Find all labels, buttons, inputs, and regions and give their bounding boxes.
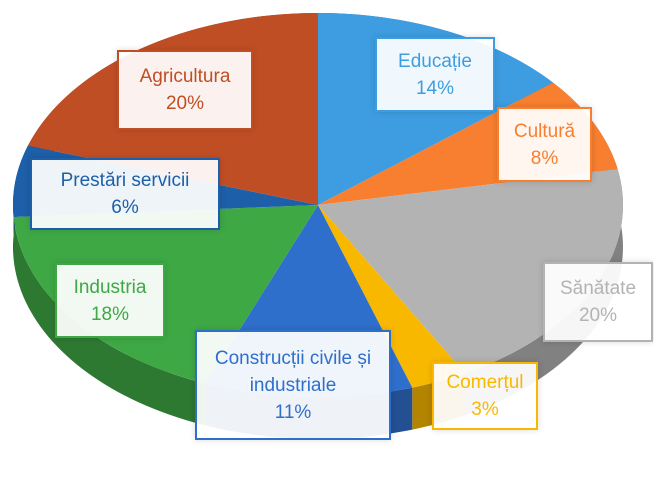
category-label: Sănătate: [559, 278, 637, 299]
slice-label: Educație 14%: [375, 37, 495, 112]
value-label: 6%: [111, 197, 139, 218]
value-label: 20%: [165, 93, 205, 114]
category-label: Cultură: [513, 120, 576, 142]
slice: [318, 205, 465, 388]
slice-label: Sănătate 20%: [543, 262, 653, 342]
slice-label: Industria 18%: [55, 263, 165, 338]
category-label: Prestări servicii: [60, 170, 190, 191]
value-label: 11%: [274, 401, 312, 423]
category-label: Industria: [73, 276, 147, 298]
slice-side: [13, 217, 206, 426]
value-label: 3%: [471, 399, 499, 420]
value-label: 8%: [530, 147, 559, 169]
value-label: 18%: [90, 303, 130, 325]
slice-label: Agricultura 20%: [117, 50, 253, 130]
category-label: Educație: [398, 50, 472, 72]
slice-label: Comerțul 3%: [432, 362, 538, 430]
slice: [13, 205, 319, 384]
slice-label: Cultură 8%: [497, 107, 592, 182]
category-label: Comerțul: [446, 372, 524, 393]
slice-label: Prestări servicii 6%: [30, 158, 220, 230]
category-label: Agricultura: [139, 66, 231, 87]
slice-label: Construcții civile și industriale 11%: [195, 330, 391, 440]
category-label: Construcții civile și industriale: [214, 347, 372, 396]
value-label: 14%: [415, 77, 455, 99]
value-label: 20%: [578, 305, 618, 326]
